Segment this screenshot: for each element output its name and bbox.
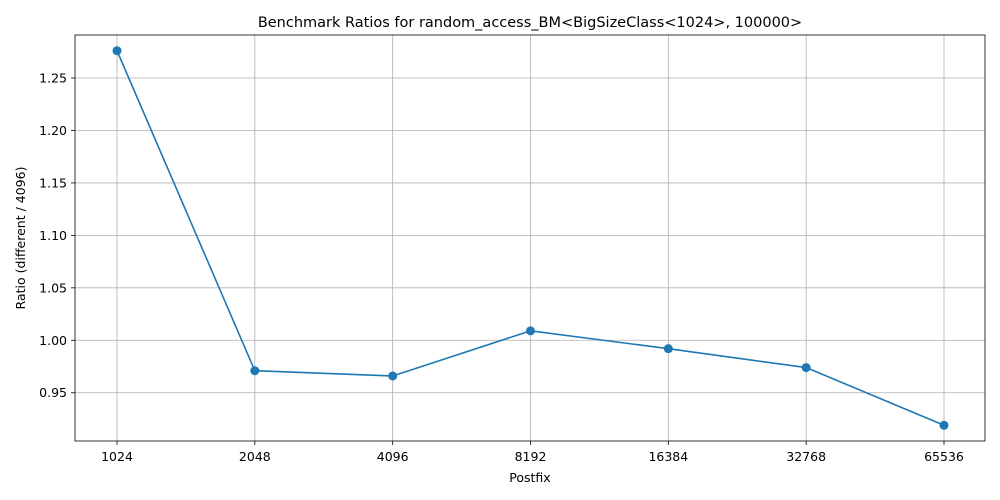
x-tick-label: 16384 xyxy=(648,449,688,464)
y-tick-label: 1.20 xyxy=(39,123,67,138)
y-tick-label: 1.00 xyxy=(39,333,67,348)
data-point xyxy=(388,371,398,381)
data-point xyxy=(526,326,535,336)
x-tick-label: 32768 xyxy=(786,449,826,464)
data-point xyxy=(801,363,811,373)
plot-frame xyxy=(74,34,986,442)
chart-title: Benchmark Ratios for random_access_BM<Bi… xyxy=(258,15,802,31)
data-point xyxy=(250,366,260,376)
data-point xyxy=(663,344,673,354)
x-axis-label: Postfix xyxy=(509,470,550,485)
y-tick-label: 1.25 xyxy=(39,71,67,86)
x-tick-label: 1024 xyxy=(101,449,133,464)
grid-layer xyxy=(75,35,985,441)
x-tick-label: 65536 xyxy=(924,449,964,464)
data-point xyxy=(112,46,122,56)
y-tick-label: 1.05 xyxy=(39,280,67,295)
y-tick-label: 1.15 xyxy=(39,175,67,190)
x-tick-label: 4096 xyxy=(377,449,409,464)
x-tick-label: 2048 xyxy=(239,449,271,464)
y-tick-label: 0.95 xyxy=(39,385,67,400)
y-axis-label: Ratio (different / 4096) xyxy=(13,167,28,310)
y-tick-label: 1.10 xyxy=(39,228,67,243)
data-point xyxy=(939,420,949,430)
tick-layer: 1024 2048 4096 8192 16384 32768 65536 0.95 1.00 1… xyxy=(39,71,964,464)
x-tick-label: 8192 xyxy=(515,449,547,464)
series-layer xyxy=(112,46,949,430)
